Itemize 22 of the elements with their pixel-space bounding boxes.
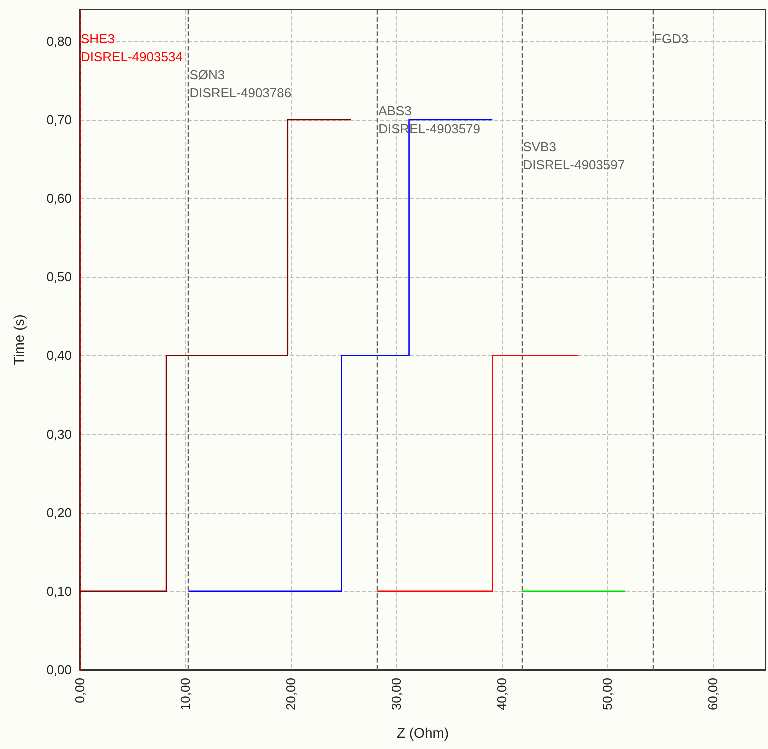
x-tick-label: 10,00 <box>178 678 194 711</box>
y-tick-label: 0,50 <box>46 270 72 285</box>
x-tick-label: 60,00 <box>706 678 721 711</box>
x-tick-label: 20,00 <box>284 678 299 711</box>
y-tick-label: 0,10 <box>46 584 72 599</box>
x-tick-label: 0,00 <box>72 678 88 704</box>
ref-line-label: SHE3 DISREL-4903534 <box>81 32 183 64</box>
ref-line-label: SVB3 DISREL-4903597 <box>523 140 626 172</box>
y-tick-label: 0,80 <box>46 34 72 49</box>
y-tick-label: 0,40 <box>46 348 72 364</box>
ref-line-label: SØN3 DISREL-4903786 <box>190 68 292 100</box>
y-axis-title: Time (s) <box>11 314 27 366</box>
y-tick-label: 0,60 <box>46 191 72 206</box>
y-tick-label: 0,20 <box>46 505 72 520</box>
y-tick-label: 0,30 <box>46 426 72 442</box>
ref-line-label: FGD3 <box>654 32 689 46</box>
y-tick-label: 0,70 <box>46 112 72 128</box>
x-axis-title: Z (Ohm) <box>396 725 450 741</box>
y-tick-label: 0,00 <box>46 662 72 678</box>
x-tick-label: 30,00 <box>389 678 404 711</box>
x-tick-label: 40,00 <box>494 678 510 711</box>
x-tick-label: 50,00 <box>600 678 616 711</box>
